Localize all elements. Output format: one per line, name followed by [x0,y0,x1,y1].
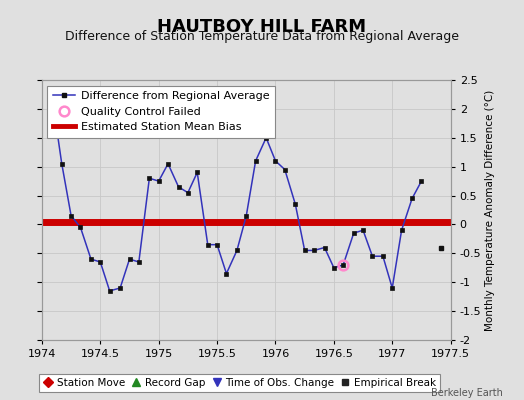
Y-axis label: Monthly Temperature Anomaly Difference (°C): Monthly Temperature Anomaly Difference (… [485,89,496,331]
Legend: Station Move, Record Gap, Time of Obs. Change, Empirical Break: Station Move, Record Gap, Time of Obs. C… [39,374,440,392]
Text: Berkeley Earth: Berkeley Earth [431,388,503,398]
Text: Difference of Station Temperature Data from Regional Average: Difference of Station Temperature Data f… [65,30,459,43]
Text: HAUTBOY HILL FARM: HAUTBOY HILL FARM [157,18,367,36]
